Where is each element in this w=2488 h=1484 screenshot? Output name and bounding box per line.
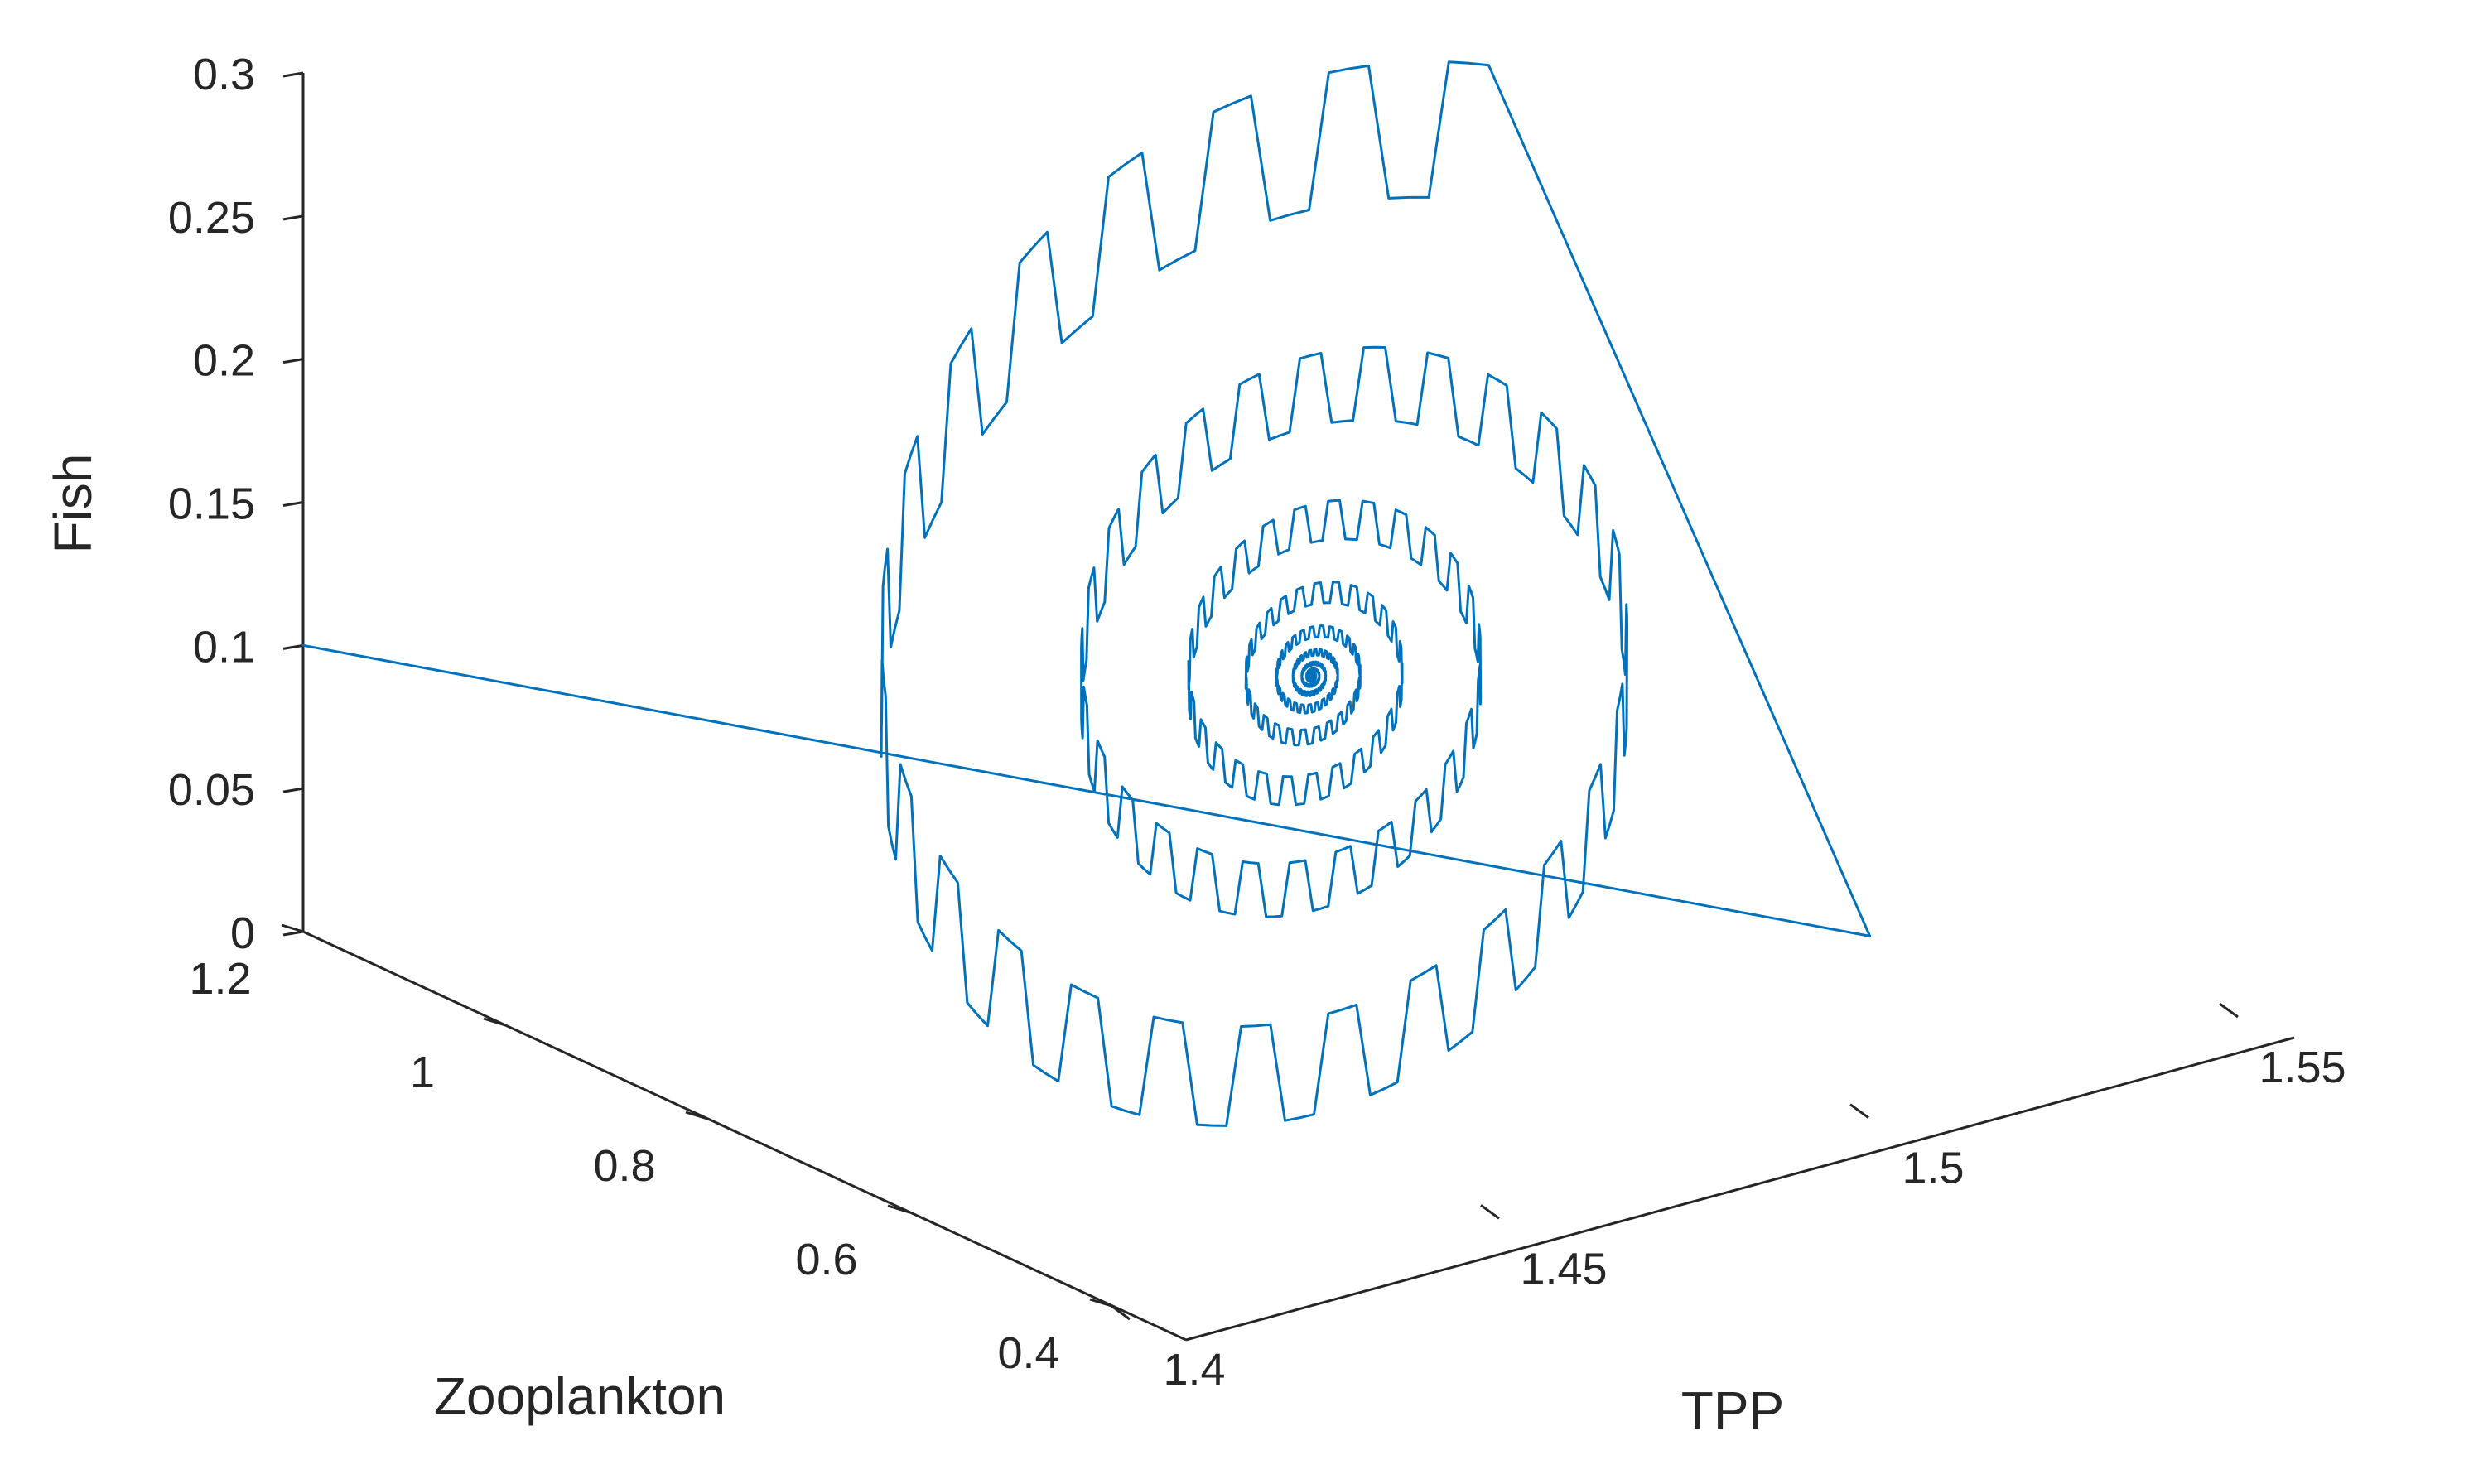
zooplankton-tick-mark [887,1204,910,1214]
fish-tick-mark [282,358,304,364]
tpp-tick-mark [1480,1204,1500,1220]
tpp-tick-mark [1111,1304,1131,1321]
tpp-axis-line [1185,1036,2295,1342]
fish-tick-mark [282,214,304,221]
fish-tick-label: 0.05 [168,765,255,815]
zooplankton-tick-label: 1 [410,1048,435,1097]
fish-tick-label: 0.2 [193,336,255,386]
zooplankton-axis-line [302,930,1187,1342]
tpp-tick-label: 1.45 [1520,1244,1607,1294]
tpp-tick-label: 1.55 [2259,1043,2346,1092]
fish-tick-label: 0.1 [193,622,255,672]
tpp-axis-ticks: 1.4 1.45 1.5 1.55 [1111,1002,2346,1395]
trajectory-line [301,60,1872,1127]
tpp-tick-mark [1849,1103,1869,1119]
tpp-axis-label: TPP [1681,1380,1784,1440]
fish-tick-label: 0.3 [193,50,255,99]
zooplankton-tick-mark [685,1111,708,1120]
series-layer [301,60,1872,1127]
zooplankton-axis-label: Zooplankton [434,1366,726,1426]
zooplankton-tick-mark [1089,1298,1112,1308]
zooplankton-tick-mark [483,1017,506,1027]
fish-tick-mark [282,71,304,78]
tpp-tick-label: 1.4 [1163,1345,1225,1395]
fish-tick-label: 0.15 [168,479,255,529]
tpp-tick-mark [2219,1002,2239,1019]
fish-axis-label: Fish [43,454,103,554]
fish-axis-ticks: 0 0.05 0.1 0.15 0.2 0.25 0.3 [168,50,304,958]
zooplankton-tick-mark [281,923,304,933]
fish-tick-mark [282,787,304,793]
fish-tick-mark [282,930,304,937]
fish-tick-mark [282,643,304,650]
fish-tick-label: 0.25 [168,193,255,243]
zooplankton-axis-ticks: 1.2 1 0.8 0.6 0.4 [189,923,1112,1378]
zooplankton-tick-label: 0.4 [997,1328,1059,1378]
tpp-tick-label: 1.5 [1902,1144,1964,1193]
zooplankton-tick-label: 0.8 [593,1141,655,1191]
zooplankton-tick-label: 0.6 [795,1235,857,1284]
zooplankton-tick-label: 1.2 [189,954,251,1004]
fish-tick-label: 0 [230,908,255,958]
fish-tick-mark [282,501,304,507]
